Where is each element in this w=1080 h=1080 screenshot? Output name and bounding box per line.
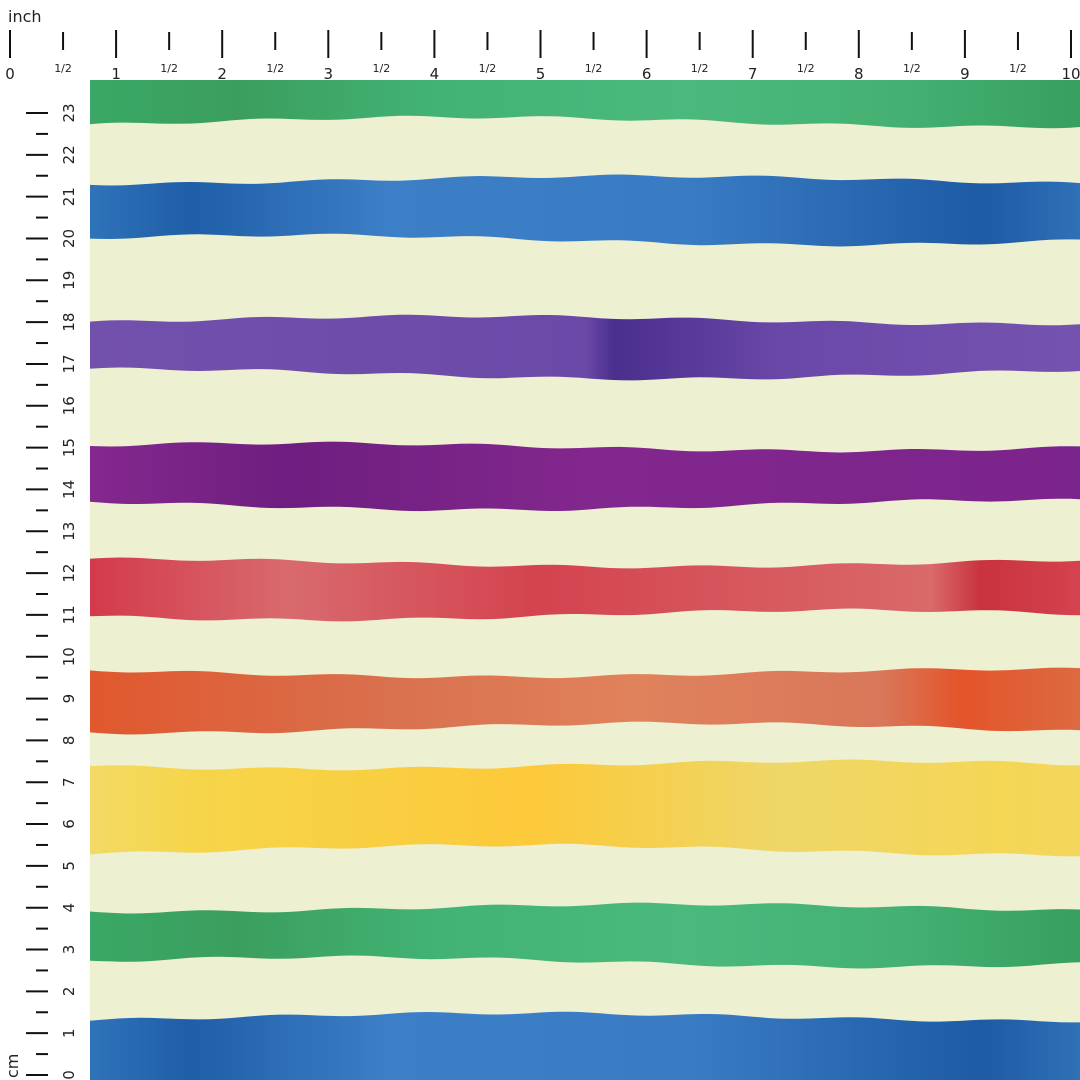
top-tick-label: 1/2 [797,62,815,75]
left-tick-label: 17 [60,354,78,373]
top-tick-label: 10 [1061,65,1080,83]
top-tick-label: 7 [748,65,758,83]
top-tick-label: 1/2 [585,62,603,75]
left-tick-label: 23 [60,103,78,122]
stripes [90,80,1080,1080]
left-tick-label: 14 [60,480,78,499]
stripe [90,80,1080,129]
stripe [90,1011,1080,1080]
left-ruler-unit: cm [3,1054,22,1078]
left-tick-label: 11 [60,605,78,624]
top-ruler-unit: inch [8,7,42,26]
left-tick-label: 5 [60,861,78,871]
top-tick-label: 1 [111,65,121,83]
top-tick-label: 1/2 [903,62,921,75]
left-tick-label: 9 [60,694,78,704]
stripe [90,667,1080,735]
top-tick-label: 5 [536,65,546,83]
left-tick-label: 13 [60,522,78,541]
left-tick-label: 19 [60,271,78,290]
stripe [90,314,1080,381]
rulers: 0 1/2 1 1/2 2 1/2 3 1/2 4 1/2 5 1/2 6 1/2 7 1/2 8 1/2 9 1/2… [5,30,1080,1080]
left-tick-label: 12 [60,564,78,583]
left-tick-label: 21 [60,187,78,206]
top-tick-label: 1/2 [54,62,72,75]
top-tick-label: 0 [5,65,15,83]
top-tick-label: 1/2 [160,62,178,75]
left-tick-label: 15 [60,438,78,457]
top-tick-label: 1/2 [1009,62,1027,75]
top-tick-label: 3 [324,65,334,83]
top-tick-label: 1/2 [691,62,709,75]
top-tick-label: 2 [217,65,227,83]
left-tick-label: 10 [60,647,78,666]
left-tick-label: 7 [60,777,78,787]
left-tick-label: 8 [60,736,78,746]
top-tick-label: 1/2 [266,62,284,75]
top-tick-label: 4 [430,65,440,83]
top-tick-label: 6 [642,65,652,83]
stripe [90,759,1080,857]
stripe [90,557,1080,622]
stripe [90,441,1080,512]
left-tick-label: 16 [60,396,78,415]
stripe [90,174,1080,247]
left-tick-label: 4 [60,903,78,913]
left-tick-label: 0 [60,1070,78,1080]
left-tick-label: 2 [60,987,78,997]
left-tick-label: 20 [60,229,78,248]
top-tick-label: 1/2 [372,62,390,75]
left-tick-label: 6 [60,819,78,829]
top-tick-label: 8 [854,65,864,83]
top-tick-label: 1/2 [479,62,497,75]
top-tick-label: 9 [960,65,970,83]
left-tick-label: 22 [60,145,78,164]
left-tick-label: 1 [60,1028,78,1038]
left-tick-label: 3 [60,945,78,955]
left-tick-label: 18 [60,313,78,332]
stripe [90,902,1080,969]
